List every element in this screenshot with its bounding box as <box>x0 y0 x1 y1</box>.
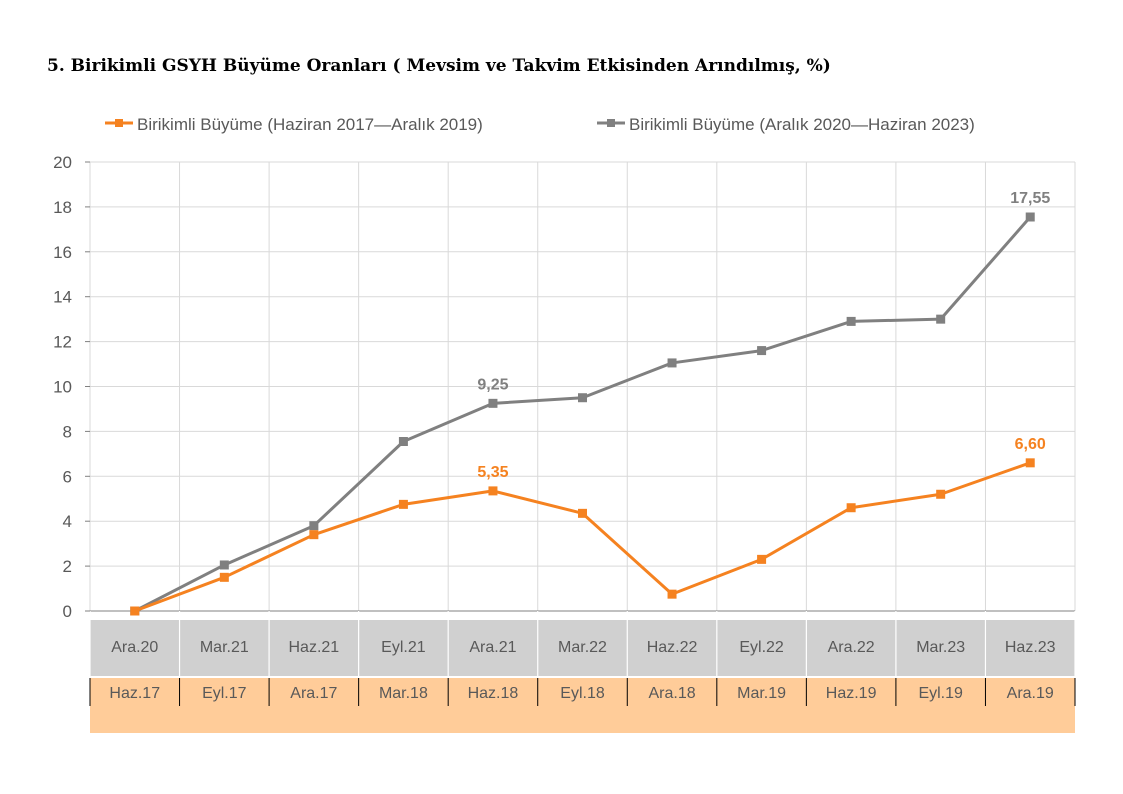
point-gray-7 <box>757 346 767 356</box>
y-tick-label-3: 6 <box>63 467 72 486</box>
x-tick-label-top-8: Ara.22 <box>828 639 875 656</box>
point-orange-10 <box>1025 458 1035 468</box>
data-label-gray-10: 17,55 <box>1010 190 1050 207</box>
x-tick-label-bottom-8: Haz.19 <box>826 685 877 702</box>
x-axis-bands: Ara.20 Mar.21 Haz.21 Eyl.21 Ara.21 Mar.22 Haz.… <box>89 611 1076 733</box>
x-tick-label-top-4: Ara.21 <box>469 639 516 656</box>
point-orange-2 <box>309 530 319 540</box>
point-orange-4 <box>488 486 498 496</box>
legend-item-orange: Birikimli Büyüme (Haziran 2017—Aralık 20… <box>105 115 483 134</box>
y-tick-label-0: 0 <box>63 602 72 621</box>
data-label-orange-4: 5,35 <box>477 464 508 481</box>
point-orange-3 <box>398 499 408 509</box>
point-orange-6 <box>667 589 677 599</box>
x-tick-label-bottom-4: Haz.18 <box>468 685 519 702</box>
point-orange-7 <box>757 554 767 564</box>
x-tick-label-top-9: Mar.23 <box>916 639 965 656</box>
y-tick-label-4: 8 <box>63 422 72 441</box>
legend-marker-orange <box>115 119 123 127</box>
legend-marker-gray <box>607 119 615 127</box>
y-tick-label-2: 4 <box>63 512 72 531</box>
x-tick-label-top-10: Haz.23 <box>1005 639 1056 656</box>
point-orange-0 <box>130 606 140 616</box>
x-tick-label-bottom-2: Ara.17 <box>290 685 337 702</box>
point-gray-1 <box>219 560 229 570</box>
y-tick-label-9: 18 <box>53 198 72 217</box>
chart-title: 5. Birikimli GSYH Büyüme Oranları ( Mevs… <box>47 56 831 76</box>
y-axis: 0 2 4 6 8 10 12 14 16 18 20 <box>53 153 90 621</box>
series-lines <box>130 212 1035 616</box>
point-orange-5 <box>578 508 587 518</box>
legend-label-orange: Birikimli Büyüme (Haziran 2017—Aralık 20… <box>137 115 483 134</box>
x-tick-label-top-3: Eyl.21 <box>381 639 426 656</box>
point-gray-5 <box>578 393 587 403</box>
point-gray-6 <box>667 358 677 368</box>
x-band-gray <box>90 620 1075 676</box>
x-band-orange <box>90 678 1075 733</box>
point-gray-3 <box>398 437 408 447</box>
x-tick-label-top-7: Eyl.22 <box>739 639 784 656</box>
point-orange-1 <box>219 572 229 582</box>
x-tick-label-bottom-10: Ara.19 <box>1007 685 1054 702</box>
legend-label-gray: Birikimli Büyüme (Aralık 2020—Haziran 20… <box>629 115 975 134</box>
y-tick-label-8: 16 <box>53 243 72 262</box>
x-tick-label-bottom-9: Eyl.19 <box>918 685 963 702</box>
data-label-gray-4: 9,25 <box>477 376 508 393</box>
point-gray-4 <box>488 398 498 408</box>
x-tick-label-bottom-0: Haz.17 <box>109 685 160 702</box>
y-tick-label-1: 2 <box>63 557 72 576</box>
x-tick-label-bottom-7: Mar.19 <box>737 685 786 702</box>
y-tick-label-5: 10 <box>53 378 72 397</box>
y-tick-label-10: 20 <box>53 153 72 172</box>
y-tick-label-7: 14 <box>53 288 72 307</box>
gridlines <box>89 161 1076 612</box>
data-label-orange-10: 6,60 <box>1015 436 1046 453</box>
x-tick-label-top-1: Mar.21 <box>200 639 249 656</box>
point-orange-9 <box>936 489 946 499</box>
x-tick-label-top-5: Mar.22 <box>558 639 607 656</box>
legend: Birikimli Büyüme (Haziran 2017—Aralık 20… <box>105 115 975 134</box>
x-tick-label-bottom-1: Eyl.17 <box>202 685 247 702</box>
x-tick-label-bottom-5: Eyl.18 <box>560 685 605 702</box>
legend-item-gray: Birikimli Büyüme (Aralık 2020—Haziran 20… <box>597 115 975 134</box>
point-gray-10 <box>1025 212 1035 222</box>
y-tick-label-6: 12 <box>53 333 72 352</box>
data-labels: 9,25 17,55 5,35 6,60 <box>477 190 1050 481</box>
point-gray-8 <box>846 316 856 326</box>
x-tick-label-bottom-3: Mar.18 <box>379 685 428 702</box>
x-tick-label-bottom-6: Ara.18 <box>648 685 695 702</box>
x-tick-label-top-2: Haz.21 <box>289 639 340 656</box>
point-gray-9 <box>936 314 946 324</box>
point-gray-2 <box>309 521 319 531</box>
x-tick-label-top-0: Ara.20 <box>111 639 158 656</box>
x-tick-label-top-6: Haz.22 <box>647 639 698 656</box>
point-orange-8 <box>846 503 856 513</box>
